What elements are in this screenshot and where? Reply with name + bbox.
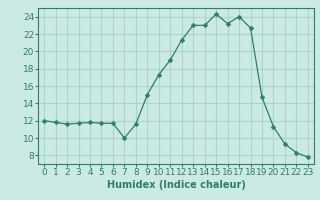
X-axis label: Humidex (Indice chaleur): Humidex (Indice chaleur) [107,180,245,190]
